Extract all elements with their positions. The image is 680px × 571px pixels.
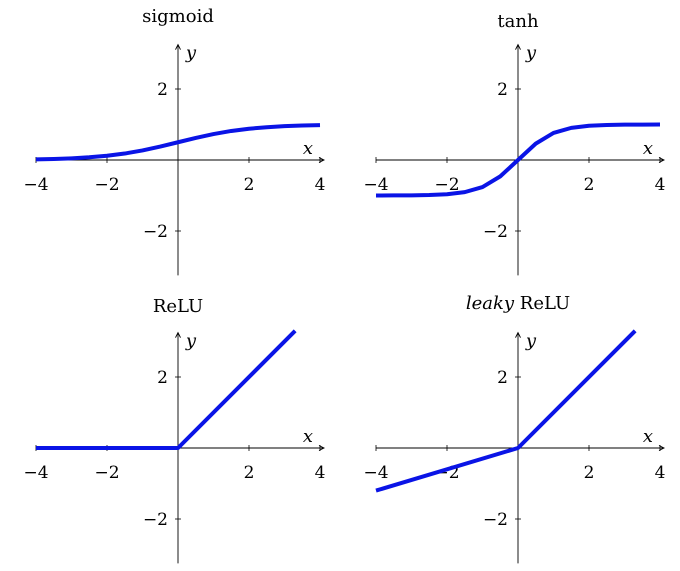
x-axis-arrow — [318, 445, 326, 451]
y-tick-label: −2 — [483, 510, 508, 530]
x-axis-label: x — [643, 138, 653, 159]
x-axis-arrow — [658, 445, 666, 451]
x-tick-label: 2 — [244, 463, 255, 483]
series-line — [36, 329, 297, 450]
chart-panel-1: sigmoid −4 −2 2 4 −2 2 x y — [23, 6, 326, 276]
x-axis-arrow — [318, 157, 326, 163]
x-tick-label: −4 — [23, 175, 48, 195]
x-axis-label: x — [303, 426, 313, 447]
series-line — [375, 329, 637, 493]
y-axis-arrow — [515, 43, 521, 50]
x-axis-label: x — [643, 426, 653, 447]
x-tick-label: 2 — [244, 175, 255, 195]
chart-title: tanh — [497, 11, 539, 32]
x-tick-label: −2 — [434, 175, 459, 195]
y-tick-label: 2 — [497, 80, 508, 100]
x-tick-label: −2 — [94, 175, 119, 195]
y-tick-label: 2 — [157, 80, 168, 100]
x-tick-label: −4 — [363, 463, 388, 483]
x-axis-arrow — [658, 157, 666, 163]
y-axis-label: y — [525, 43, 537, 64]
x-tick-label: 4 — [655, 463, 666, 483]
y-axis-arrow — [175, 331, 181, 338]
chart-panel-3: ReLU −4 −2 2 4 −2 2 x y — [23, 296, 326, 564]
y-tick-label: 2 — [497, 368, 508, 388]
chart-title-main: tanh — [497, 11, 539, 32]
chart-panel-2: tanh −4 −2 2 4 −2 2 x y — [363, 11, 666, 276]
x-tick-label: −2 — [94, 463, 119, 483]
y-axis-label: y — [185, 43, 197, 64]
chart-title-prefix: leaky — [466, 293, 520, 314]
y-axis-arrow — [515, 331, 521, 338]
series-line — [35, 123, 321, 162]
series-line — [375, 122, 661, 198]
y-tick-label: 2 — [157, 368, 168, 388]
y-tick-label: −2 — [143, 222, 168, 242]
y-tick-label: −2 — [483, 222, 508, 242]
chart-title: ReLU — [153, 296, 203, 317]
x-tick-label: 2 — [584, 463, 595, 483]
chart-title-main: ReLU — [520, 293, 570, 314]
chart-title-main: sigmoid — [142, 6, 214, 27]
y-axis-label: y — [185, 331, 197, 352]
x-tick-label: 4 — [315, 463, 326, 483]
x-tick-label: −4 — [363, 175, 388, 195]
y-axis-arrow — [175, 43, 181, 50]
x-axis-label: x — [303, 138, 313, 159]
x-tick-label: −4 — [23, 463, 48, 483]
y-tick-label: −2 — [143, 510, 168, 530]
x-tick-label: 4 — [315, 175, 326, 195]
x-tick-label: 4 — [655, 175, 666, 195]
chart-title: leaky ReLU — [466, 293, 570, 314]
y-axis-label: y — [525, 331, 537, 352]
x-tick-label: 2 — [584, 175, 595, 195]
chart-title: sigmoid — [142, 6, 214, 27]
chart-title-main: ReLU — [153, 296, 203, 317]
